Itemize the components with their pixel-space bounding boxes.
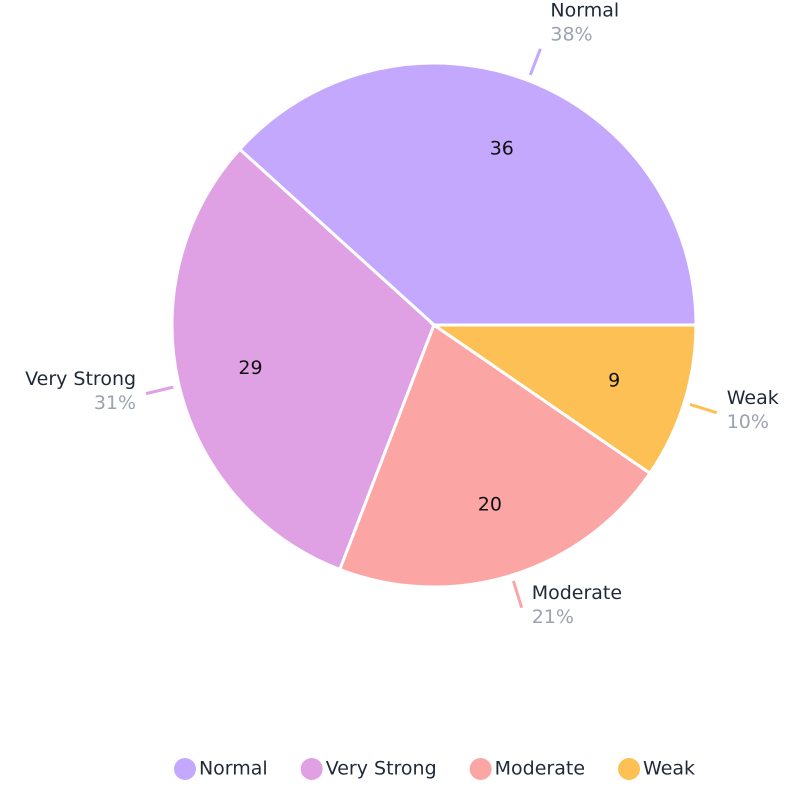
- slice-percent: 38%: [550, 23, 592, 45]
- slice-value: 9: [608, 369, 620, 391]
- pie-slice: [429, 323, 698, 476]
- legend-marker: [469, 758, 492, 780]
- legend-label: Weak: [643, 758, 695, 780]
- slice-percent: 21%: [532, 606, 574, 628]
- slice-value: 20: [478, 494, 502, 516]
- leader-line: [145, 385, 174, 396]
- leader-line: [528, 48, 542, 76]
- slice-label: Very Strong: [25, 368, 136, 390]
- slice-label: Weak: [727, 387, 779, 409]
- slice-percent: 10%: [727, 411, 769, 433]
- legend-label: Very Strong: [326, 758, 437, 780]
- pie-slice: [170, 147, 436, 572]
- slice-label: Normal: [550, 0, 619, 21]
- pie-slice: [237, 61, 698, 327]
- slice-percent: 31%: [94, 392, 136, 414]
- slice-value: 36: [490, 137, 514, 159]
- legend-marker: [618, 758, 641, 780]
- slice-label: Moderate: [532, 582, 622, 604]
- legend-marker: [173, 758, 196, 780]
- leader-line: [689, 402, 718, 415]
- legend-label: Moderate: [495, 758, 585, 780]
- pie-slice: [337, 322, 653, 589]
- legend-marker: [300, 758, 323, 780]
- leader-line: [511, 580, 524, 609]
- slice-value: 29: [238, 357, 262, 379]
- legend-label: Normal: [199, 758, 268, 780]
